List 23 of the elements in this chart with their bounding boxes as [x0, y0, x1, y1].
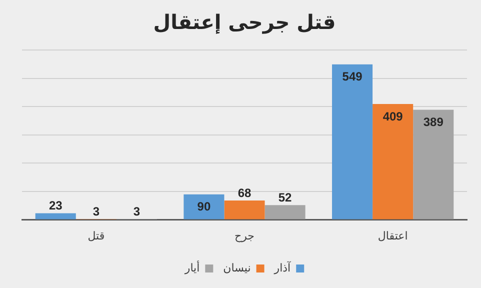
bar [264, 205, 306, 220]
data-label: 52 [278, 190, 292, 204]
chart-title: قتل جرحى إعتقال [153, 10, 336, 34]
bar [35, 213, 76, 220]
data-label: 3 [133, 204, 140, 218]
bar [332, 64, 373, 220]
legend-label: أيار [184, 260, 200, 274]
bar [224, 200, 265, 220]
data-label: 409 [382, 109, 404, 124]
bar [372, 104, 414, 220]
x-tick-label: اعتقال [378, 229, 408, 242]
data-label: 68 [238, 186, 252, 200]
data-label: 23 [48, 198, 63, 213]
legend-label: آذار [273, 260, 292, 274]
bar [184, 194, 224, 220]
bar [413, 110, 454, 220]
data-label: 3 [92, 204, 100, 218]
data-label: 90 [197, 200, 211, 214]
legend-label: نيسان [223, 261, 251, 274]
x-tick-label: جرح [234, 229, 254, 242]
x-tick-label: قتل [88, 229, 105, 242]
data-label: 549 [342, 70, 363, 84]
data-label: 389 [423, 115, 444, 130]
